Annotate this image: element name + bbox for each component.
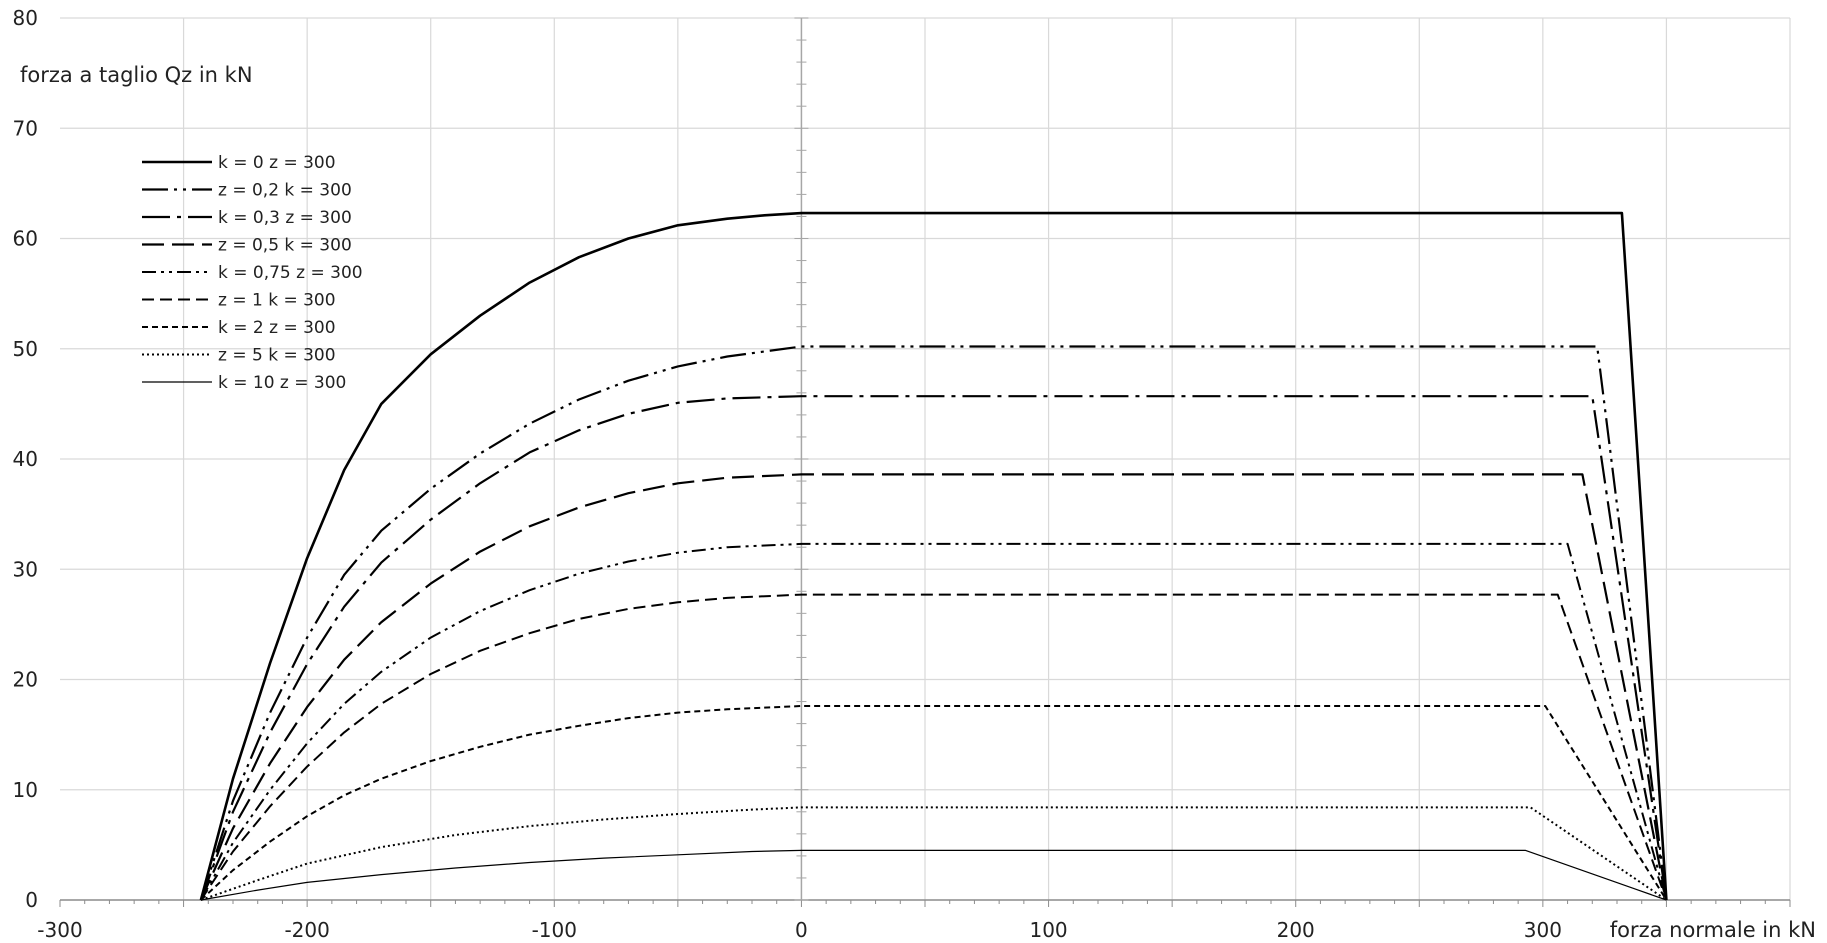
legend-label-2: z = 0,2 k = 300	[218, 181, 352, 201]
series-line-7	[200, 705, 1668, 901]
series-line-2	[199, 345, 1668, 901]
legend-label-5: k = 0,75 z = 300	[218, 263, 363, 283]
y-tick-label: 60	[13, 227, 38, 251]
y-tick-label: 80	[13, 6, 38, 30]
x-tick-label: 100	[1029, 918, 1067, 942]
legend-label-3: k = 0,3 z = 300	[218, 208, 352, 228]
x-tick-label: 0	[795, 918, 808, 942]
legend-label-8: z = 5 k = 300	[218, 346, 336, 366]
y-tick-label: 10	[13, 778, 38, 802]
series-line-6	[200, 593, 1668, 901]
y-tick-label: 70	[13, 116, 38, 140]
y-tick-label: 50	[13, 337, 38, 361]
x-tick-label: -200	[284, 918, 329, 942]
axes: 0 10 20 30 40 50 60 70 80 -300 -200 -100 0 100 200 300	[13, 6, 1791, 942]
x-tick-label: 200	[1277, 918, 1315, 942]
legend: k = 0 z = 300 z = 0,2 k = 300 k = 0,3 z = …	[142, 153, 363, 393]
y-tick-label: 40	[13, 447, 38, 471]
x-axis-label: forza normale in kN	[1610, 918, 1816, 942]
legend-label-7: k = 2 z = 300	[218, 318, 336, 338]
series-lines	[199, 211, 1668, 901]
series-line-8	[200, 806, 1667, 901]
series-line-4	[199, 473, 1668, 901]
y-tick-label: 0	[25, 888, 38, 912]
x-tick-label: 300	[1524, 918, 1562, 942]
x-tick-label: -100	[532, 918, 577, 942]
series-line-5	[200, 542, 1668, 901]
x-tick-label: -300	[37, 918, 82, 942]
series-line-1	[199, 211, 1668, 901]
legend-label-4: z = 0,5 k = 300	[218, 236, 352, 256]
legend-label-9: k = 10 z = 300	[218, 373, 346, 393]
legend-label-1: k = 0 z = 300	[218, 153, 336, 173]
series-line-3	[199, 395, 1668, 901]
y-tick-label: 30	[13, 557, 38, 581]
series-line-9	[200, 849, 1667, 901]
y-axis-label: forza a taglio Qz in kN	[20, 63, 253, 87]
legend-label-6: z = 1 k = 300	[218, 291, 336, 311]
grid-lines	[60, 17, 1791, 900]
y-tick-label: 20	[13, 668, 38, 692]
